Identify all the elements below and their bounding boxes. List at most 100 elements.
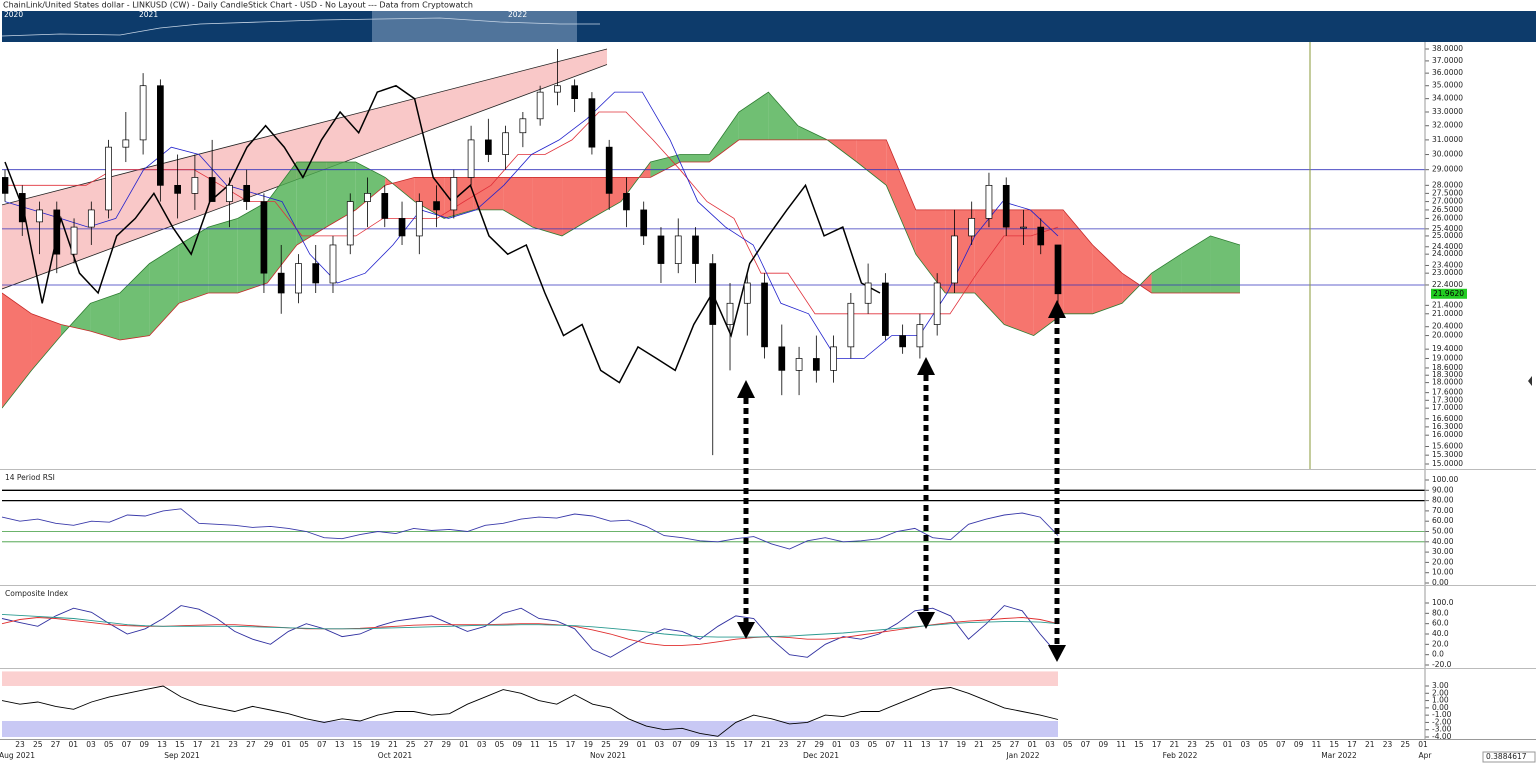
indicator-plot: Composite Index — [1, 589, 1059, 658]
x-tick-label: 11 — [530, 740, 540, 749]
x-tick-label: 01 — [1028, 740, 1038, 749]
x-tick-label: 15 — [175, 740, 185, 749]
candle-body — [191, 177, 199, 194]
cloud-segment — [237, 201, 268, 294]
navigator[interactable] — [2, 11, 1536, 42]
navigator-year: 2022 — [508, 10, 527, 19]
cloud-segment — [532, 177, 563, 236]
x-month-label: Apr — [1419, 751, 1433, 760]
y-tick-label: 27.5000 — [1432, 188, 1463, 197]
y-tick-label: 26.0000 — [1432, 213, 1463, 222]
x-tick-label: 27 — [51, 740, 61, 749]
y-tick-label: 22.4000 — [1432, 280, 1463, 289]
x-month-label: Nov 2021 — [590, 751, 626, 760]
candle-body — [778, 346, 786, 371]
y-tick-label: 38.0000 — [1432, 44, 1463, 53]
y-tick-label: 24.0000 — [1432, 249, 1463, 258]
x-month-label: Sep 2021 — [164, 751, 200, 760]
y-tick-label: 15.0000 — [1432, 459, 1463, 468]
y-tick-label: 20.00 — [1432, 557, 1454, 566]
x-tick-label: 05 — [299, 740, 309, 749]
x-tick-label: 11 — [1116, 740, 1126, 749]
y-tick-label: 20.4000 — [1432, 322, 1463, 331]
x-tick-label: 25 — [1205, 740, 1215, 749]
navigator-window[interactable] — [372, 11, 577, 42]
crosshair-value: 0.3884617 — [1486, 752, 1527, 761]
y-tick-label: 18.0000 — [1432, 378, 1463, 387]
y-tick-label: 36.0000 — [1432, 68, 1463, 77]
arrow-head — [737, 622, 755, 639]
x-tick-label: 09 — [512, 740, 522, 749]
x-tick-label: 27 — [424, 740, 434, 749]
x-tick-label: 05 — [104, 740, 114, 749]
cloud-segment — [886, 139, 916, 255]
candle-body — [105, 146, 112, 211]
x-tick-label: 17 — [1152, 740, 1162, 749]
candle-body — [139, 85, 147, 141]
x-tick-label: 03 — [1045, 740, 1055, 749]
candle-body — [346, 201, 354, 246]
y-tick-label: 60.0 — [1432, 619, 1449, 628]
last-price-box — [1431, 288, 1467, 299]
x-tick-label: 13 — [921, 740, 931, 749]
y-tick-label: 35.0000 — [1432, 81, 1463, 90]
collapse-handle[interactable] — [1528, 376, 1532, 386]
cloud-segment — [591, 177, 621, 219]
arrow-head — [1048, 645, 1066, 662]
candle-body — [484, 139, 492, 155]
candle-body — [951, 235, 958, 284]
indicator-plot: 14 Period RSI — [1, 473, 1425, 550]
candle-body — [2, 177, 9, 194]
candle-body — [1020, 226, 1027, 229]
x-tick-label: 17 — [566, 740, 576, 749]
candle-body — [157, 85, 164, 186]
series-line — [1, 605, 1059, 658]
candle-body — [588, 98, 596, 148]
series-line — [1, 613, 1059, 638]
candle-body — [226, 184, 233, 202]
y-tick-label: 100.0 — [1432, 598, 1454, 607]
y-tick-label: 40.0 — [1432, 629, 1449, 638]
y-tick-label: 32.0000 — [1432, 121, 1463, 130]
main-plot — [2, 48, 1425, 456]
candle-body — [640, 209, 648, 237]
x-tick-label: 15 — [726, 740, 736, 749]
x-tick-label: 21 — [974, 740, 984, 749]
x-tick-label: 23 — [1383, 740, 1393, 749]
x-tick-label: 27 — [1010, 740, 1020, 749]
cloud-segment — [208, 218, 238, 294]
x-month-label: Dec 2021 — [803, 751, 839, 760]
candle-body — [243, 184, 251, 202]
y-tick-label: 15.3000 — [1432, 450, 1463, 459]
candle-body — [985, 184, 993, 219]
x-tick-label: 21 — [211, 740, 221, 749]
candle-body — [692, 235, 699, 264]
x-tick-label: 29 — [264, 740, 274, 749]
plot-layers: 38.0000 37.0000 36.0000 35.0000 34.0000 33.00… — [0, 44, 1467, 760]
candle-body — [467, 139, 475, 178]
y-tick-label: 100.00 — [1432, 475, 1458, 484]
band — [2, 720, 1058, 737]
x-month-label: Oct 2021 — [378, 751, 413, 760]
x-tick-label: 25 — [406, 740, 416, 749]
x-tick-label: 05 — [495, 740, 505, 749]
cloud-segment — [503, 177, 533, 228]
y-tick-label: 21.0000 — [1432, 309, 1463, 318]
y-tick-label: 31.0000 — [1432, 135, 1463, 144]
annotation-arrows — [743, 318, 1060, 645]
x-tick-label: 05 — [868, 740, 878, 749]
cloud-segment — [1092, 244, 1123, 314]
y-tick-label: 23.4000 — [1432, 260, 1463, 269]
channel-line — [2, 48, 608, 206]
y-tick-label: -4.00 — [1432, 732, 1452, 741]
x-tick-label: 17 — [193, 740, 203, 749]
x-tick-label: 25 — [992, 740, 1002, 749]
y-tick-label: 50.00 — [1432, 527, 1454, 536]
y-tick-label: 20.0000 — [1432, 331, 1463, 340]
candle-body — [761, 282, 768, 348]
x-tick-label: 11 — [903, 740, 913, 749]
y-tick-label: 70.00 — [1432, 506, 1454, 515]
cloud-segment — [355, 162, 386, 210]
candle-body — [830, 346, 837, 371]
arrow-head — [917, 612, 935, 629]
